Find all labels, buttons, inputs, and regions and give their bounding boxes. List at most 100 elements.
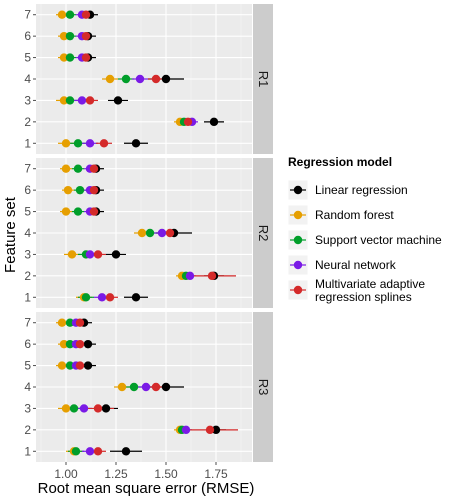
legend-key-point — [293, 210, 303, 220]
x-tick-label: 1.00 — [54, 467, 78, 481]
facet-strip — [253, 312, 273, 462]
data-point — [83, 361, 93, 370]
legend: Regression model Linear regression Random … — [287, 155, 442, 304]
legend-label: Neural network — [315, 258, 397, 272]
data-point — [69, 404, 79, 413]
data-point — [129, 382, 139, 392]
data-point — [65, 10, 75, 19]
legend-key-point — [293, 185, 303, 195]
y-tick-label: 6 — [24, 29, 31, 43]
data-point — [75, 339, 85, 349]
panel-r3: 1 2 3 4 5 6 7 R3 1.00 1.25 1.50 1.75 — [24, 312, 273, 481]
data-point — [57, 361, 67, 370]
data-point — [61, 404, 71, 413]
data-point — [137, 228, 147, 238]
data-point — [65, 318, 75, 327]
data-point — [105, 74, 115, 84]
legend-key — [287, 279, 309, 301]
data-point — [85, 139, 95, 148]
data-point — [61, 164, 71, 173]
data-point — [99, 139, 109, 148]
data-point — [81, 293, 91, 302]
data-point — [59, 339, 69, 349]
data-point — [183, 117, 193, 127]
y-tick-label: 5 — [24, 205, 31, 219]
data-point — [157, 228, 167, 238]
data-point — [117, 382, 127, 392]
y-tick-label: 7 — [24, 8, 31, 22]
data-point — [85, 96, 95, 105]
y-tick-label: 2 — [24, 423, 31, 437]
data-point — [59, 53, 69, 62]
data-point — [97, 293, 107, 302]
y-tick-label: 3 — [24, 401, 31, 415]
y-tick-label: 4 — [24, 380, 31, 394]
facet-strip — [253, 4, 273, 154]
data-point — [121, 447, 131, 456]
data-point — [205, 425, 215, 435]
legend-label: Support vector machine — [315, 233, 442, 247]
y-tick-label: 2 — [24, 269, 31, 283]
data-point — [131, 293, 141, 302]
data-point — [81, 10, 91, 19]
data-point — [111, 250, 121, 259]
data-point — [105, 293, 115, 302]
data-point — [93, 447, 103, 456]
data-point — [209, 117, 219, 127]
y-tick-label: 1 — [24, 290, 31, 304]
y-axis-title: Feature set — [2, 196, 19, 273]
data-point — [73, 164, 83, 173]
data-point — [73, 139, 83, 148]
data-point — [151, 74, 161, 84]
legend-key-point — [293, 285, 303, 295]
data-point — [61, 207, 71, 216]
panel-r2: 1 2 3 4 5 6 7 R2 — [24, 158, 273, 308]
data-point — [61, 139, 71, 148]
y-tick-label: 3 — [24, 93, 31, 107]
y-tick-label: 4 — [24, 226, 31, 240]
x-axis-title: Root mean square error (RMSE) — [38, 480, 255, 497]
data-point — [141, 382, 151, 392]
data-point — [135, 74, 145, 84]
facet-label: R2 — [256, 225, 271, 242]
data-point — [101, 404, 111, 413]
facet-strip — [253, 158, 273, 308]
y-tick-label: 3 — [24, 247, 31, 261]
data-point — [89, 164, 99, 173]
data-point — [89, 207, 99, 216]
x-tick-label: 1.50 — [154, 467, 178, 481]
y-tick-label: 6 — [24, 183, 31, 197]
data-point — [81, 53, 91, 62]
legend-label: regression splines — [315, 290, 412, 304]
data-point — [71, 447, 81, 456]
data-point — [145, 228, 155, 238]
data-point — [85, 447, 95, 456]
legend-label: Multivariate adaptive — [315, 277, 425, 291]
data-point — [65, 339, 75, 349]
y-tick-label: 7 — [24, 316, 31, 330]
data-point — [89, 185, 99, 195]
data-point — [67, 250, 77, 259]
y-tick-label: 6 — [24, 337, 31, 351]
y-tick-label: 4 — [24, 72, 31, 86]
y-tick-label: 5 — [24, 359, 31, 373]
data-point — [93, 404, 103, 413]
data-point — [121, 74, 131, 84]
legend-key — [287, 204, 309, 226]
data-point — [63, 185, 73, 195]
legend-key-point — [293, 260, 303, 270]
data-point — [185, 271, 195, 281]
data-point — [75, 318, 85, 327]
data-point — [85, 250, 95, 259]
panel-r1: 1 2 3 4 5 6 7 R1 — [24, 4, 273, 154]
data-point — [65, 31, 75, 41]
legend-title: Regression model — [288, 155, 392, 169]
y-tick-label: 1 — [24, 444, 31, 458]
data-point — [57, 10, 67, 19]
data-point — [75, 361, 85, 370]
data-point — [73, 207, 83, 216]
data-point — [57, 318, 67, 327]
legend-label: Random forest — [315, 208, 394, 222]
